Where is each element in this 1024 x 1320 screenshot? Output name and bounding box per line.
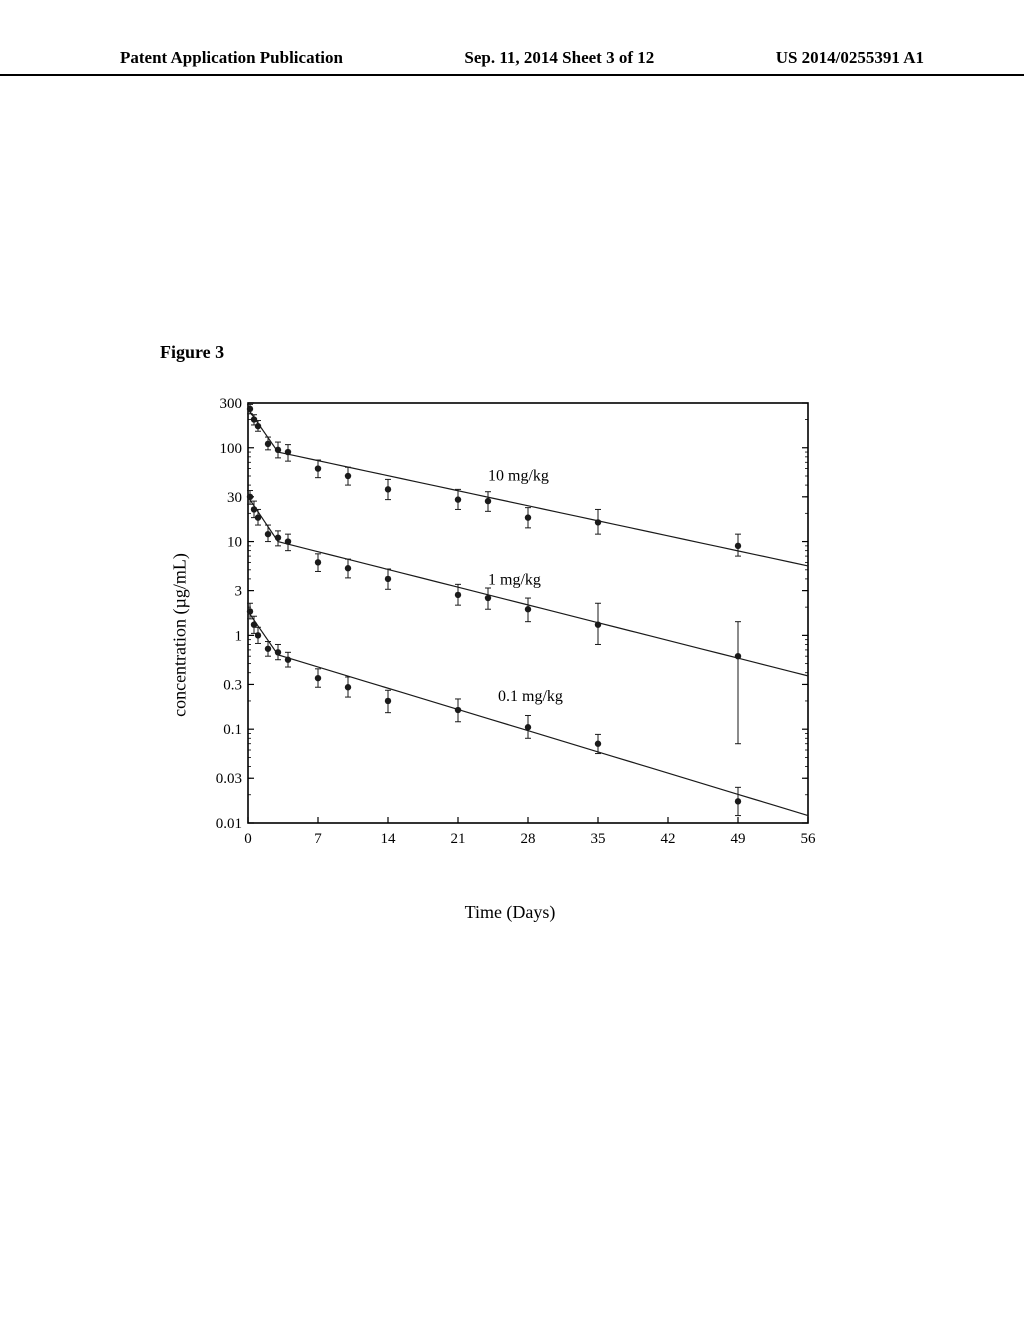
svg-text:21: 21 bbox=[451, 831, 466, 847]
svg-text:49: 49 bbox=[731, 831, 746, 847]
x-axis-label: Time (Days) bbox=[465, 902, 556, 923]
chart-svg: 0 7 14 21 28 35 42 49 56 0.01 0.03 0.1 0.3 1 3 10 30 100 3… bbox=[190, 395, 818, 851]
svg-text:35: 35 bbox=[591, 831, 606, 847]
svg-text:56: 56 bbox=[801, 831, 817, 847]
svg-text:0.1: 0.1 bbox=[223, 722, 242, 738]
svg-text:0.3: 0.3 bbox=[223, 677, 242, 693]
y-axis-label: concentration (µg/mL) bbox=[170, 553, 191, 717]
header-center: Sep. 11, 2014 Sheet 3 of 12 bbox=[464, 48, 654, 68]
svg-text:14: 14 bbox=[381, 831, 397, 847]
svg-text:28: 28 bbox=[521, 831, 536, 847]
svg-text:1 mg/kg: 1 mg/kg bbox=[488, 571, 541, 588]
svg-text:0.03: 0.03 bbox=[216, 771, 242, 787]
figure-label: Figure 3 bbox=[160, 342, 224, 363]
svg-text:100: 100 bbox=[220, 441, 243, 457]
svg-text:42: 42 bbox=[661, 831, 676, 847]
svg-text:10: 10 bbox=[227, 535, 242, 551]
svg-text:3: 3 bbox=[235, 584, 243, 600]
header-right: US 2014/0255391 A1 bbox=[776, 48, 924, 68]
svg-text:1: 1 bbox=[235, 628, 243, 644]
header-left: Patent Application Publication bbox=[120, 48, 343, 68]
svg-text:300: 300 bbox=[220, 396, 243, 412]
pk-chart: concentration (µg/mL) Time (Days) 071421… bbox=[190, 395, 830, 875]
svg-text:0: 0 bbox=[244, 831, 252, 847]
svg-text:10 mg/kg: 10 mg/kg bbox=[488, 467, 549, 484]
svg-text:0.01: 0.01 bbox=[216, 816, 242, 832]
patent-header: Patent Application Publication Sep. 11, … bbox=[0, 48, 1024, 76]
svg-text:30: 30 bbox=[227, 490, 242, 506]
svg-text:7: 7 bbox=[314, 831, 322, 847]
svg-text:0.1 mg/kg: 0.1 mg/kg bbox=[498, 688, 563, 705]
